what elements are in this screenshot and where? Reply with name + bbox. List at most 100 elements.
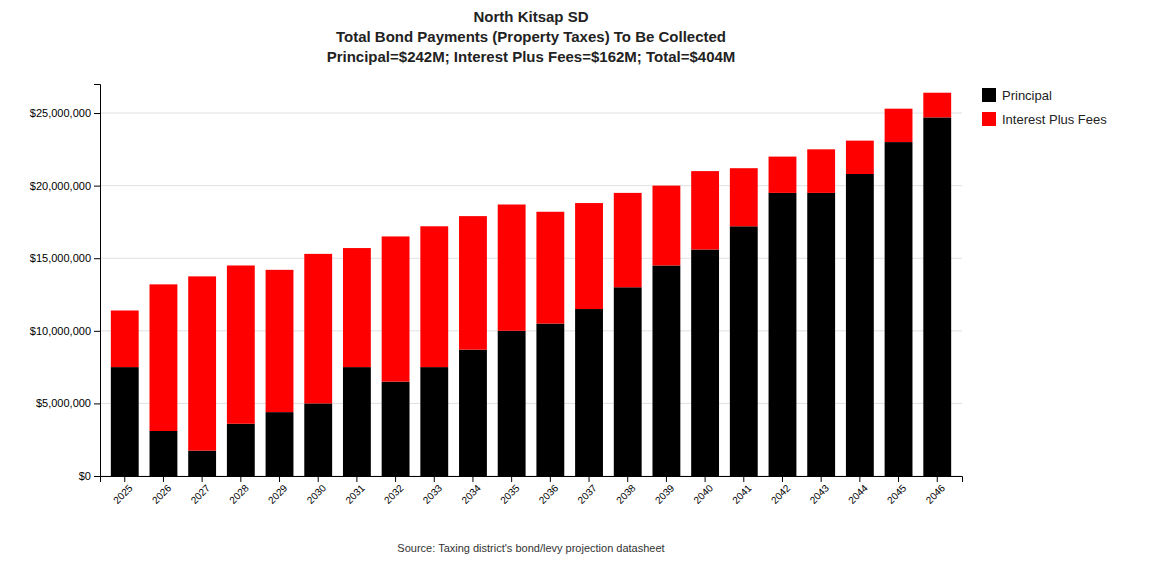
x-tick-label: 2041 (730, 482, 754, 506)
bar (420, 367, 448, 476)
legend-swatch (982, 112, 996, 126)
chart: $0$5,000,000$10,000,000$15,000,000$20,00… (0, 0, 1152, 576)
x-tick-mark (589, 476, 590, 482)
bar (575, 203, 603, 309)
x-tick: 2025 (111, 476, 135, 506)
series-group (111, 93, 951, 451)
x-tick-mark (395, 476, 396, 482)
x-tick-mark (550, 476, 551, 482)
x-tick: 2043 (808, 476, 832, 506)
x-tick-label: 2026 (150, 482, 174, 506)
x-tick-label: 2036 (537, 482, 561, 506)
x-tick-label: 2037 (575, 482, 599, 506)
bar (652, 265, 680, 476)
bar (846, 174, 874, 476)
x-tick: 2041 (730, 476, 754, 506)
grid-line (100, 113, 962, 114)
x-tick-mark (434, 476, 435, 482)
series-group (111, 117, 951, 476)
bar (885, 142, 913, 476)
bars (111, 93, 951, 476)
x-tick-label: 2031 (343, 482, 367, 506)
x-tick-mark (318, 476, 319, 482)
bar (885, 109, 913, 142)
x-tick-label: 2044 (846, 482, 870, 506)
bar (614, 193, 642, 287)
x-tick-mark (163, 476, 164, 482)
x-tick-label: 2038 (614, 482, 638, 506)
x-tick: 2034 (459, 476, 483, 506)
legend-item: Principal (982, 88, 1052, 103)
bar (420, 226, 448, 367)
x-tick-label: 2028 (227, 482, 251, 506)
y-tick: $15,000,000 (30, 252, 100, 264)
bar (807, 193, 835, 476)
bar (498, 331, 526, 476)
bar (343, 248, 371, 367)
bar (536, 212, 564, 324)
x-tick-mark (202, 476, 203, 482)
x-tick-mark (124, 476, 125, 482)
bar (769, 193, 797, 476)
bar (227, 424, 255, 476)
bar (846, 141, 874, 174)
x-tick-label: 2034 (459, 482, 483, 506)
x-tick: 2028 (227, 476, 251, 506)
x-tick-label: 2039 (653, 482, 677, 506)
x-tick: 2042 (769, 476, 793, 506)
x-tick-label: 2030 (305, 482, 329, 506)
bar (459, 216, 487, 350)
x-tick-mark (511, 476, 512, 482)
x-tick-label: 2043 (808, 482, 832, 506)
title-line: Total Bond Payments (Property Taxes) To … (336, 28, 726, 45)
bar (227, 265, 255, 423)
bar (614, 287, 642, 476)
bar (730, 226, 758, 476)
x-tick-label: 2025 (111, 482, 135, 506)
legend: Principal Interest Plus Fees (982, 88, 1107, 127)
y-tick: $0 (79, 470, 100, 482)
y-tick-label: $10,000,000 (30, 325, 91, 337)
x-tick-mark (666, 476, 667, 482)
bar (459, 350, 487, 476)
x-tick: 2033 (421, 476, 445, 506)
x-tick: 2040 (691, 476, 715, 506)
y-axis-line (94, 85, 101, 477)
bar (188, 276, 216, 450)
x-tick-mark (743, 476, 744, 482)
x-tick: 2029 (266, 476, 290, 506)
y-tick-mark (94, 331, 100, 332)
x-tick-label: 2045 (885, 482, 909, 506)
bar (691, 250, 719, 476)
x-tick: 2035 (498, 476, 522, 506)
bar (266, 412, 294, 476)
bar (575, 309, 603, 476)
y-tick: $25,000,000 (30, 107, 100, 119)
bar (923, 117, 951, 476)
x-tick-mark (859, 476, 860, 482)
y-tick-mark (94, 113, 100, 114)
y-tick: $10,000,000 (30, 325, 100, 337)
legend-swatch (982, 88, 996, 102)
bar (111, 367, 139, 476)
x-tick-mark (937, 476, 938, 482)
x-tick-mark (821, 476, 822, 482)
title-line: Principal=$242M; Interest Plus Fees=$162… (327, 48, 736, 65)
bar (188, 451, 216, 476)
y-tick-label: $25,000,000 (30, 107, 91, 119)
y-tick-mark (94, 476, 100, 477)
bar (304, 254, 332, 404)
bar (111, 310, 139, 367)
x-tick-mark (240, 476, 241, 482)
x-tick: 2027 (189, 476, 213, 506)
bar (304, 403, 332, 476)
bar (150, 431, 178, 476)
y-tick-label: $20,000,000 (30, 180, 91, 192)
y-axis: $0$5,000,000$10,000,000$15,000,000$20,00… (30, 85, 101, 483)
x-tick: 2030 (305, 476, 329, 506)
x-tick: 2036 (537, 476, 561, 506)
title-line: North Kitsap SD (473, 8, 588, 25)
bar (807, 149, 835, 193)
x-tick-label: 2046 (924, 482, 948, 506)
legend-item: Interest Plus Fees (982, 112, 1107, 127)
